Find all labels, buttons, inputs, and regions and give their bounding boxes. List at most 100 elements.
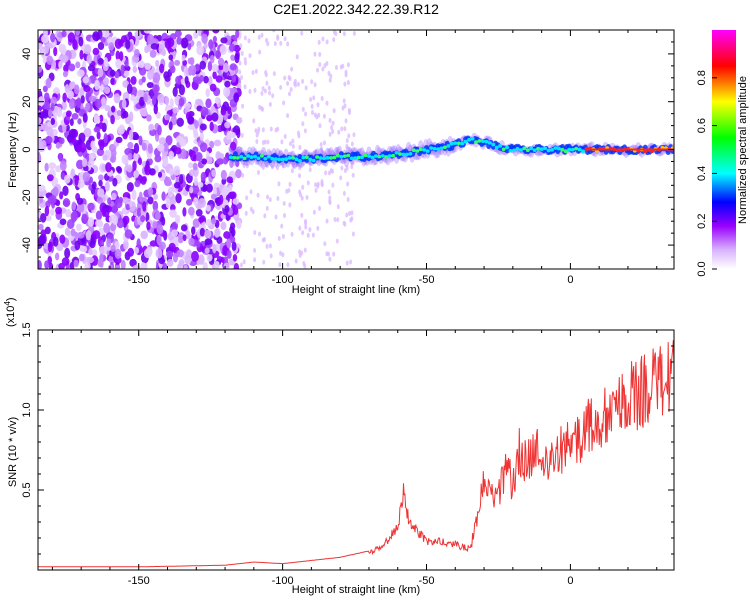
noise-blob — [152, 221, 158, 229]
noise-blob — [229, 63, 237, 71]
noise-blob — [168, 150, 175, 160]
noise-blob — [253, 87, 257, 93]
noise-blob — [117, 125, 125, 135]
noise-blob — [331, 120, 335, 126]
noise-blob — [78, 36, 84, 47]
noise-blob — [145, 212, 150, 223]
noise-blob — [212, 71, 217, 80]
noise-blob — [231, 241, 237, 251]
noise-blob — [279, 250, 283, 256]
noise-blob — [78, 253, 85, 262]
noise-blob — [194, 98, 203, 106]
x-tick-label: -150 — [128, 274, 150, 286]
noise-blob — [351, 172, 355, 178]
noise-blob — [134, 49, 140, 58]
noise-blob — [279, 40, 283, 46]
noise-blob — [345, 212, 349, 218]
noise-blob — [227, 184, 233, 194]
noise-blob — [169, 209, 177, 218]
noise-blob — [219, 44, 227, 55]
band-peak — [480, 139, 485, 143]
noise-blob — [149, 49, 157, 58]
noise-blob — [300, 30, 304, 36]
noise-blob — [91, 249, 98, 257]
noise-blob — [103, 222, 110, 234]
noise-blob — [199, 227, 206, 237]
band-peak — [349, 156, 354, 161]
noise-blob — [211, 169, 217, 178]
noise-blob — [69, 261, 75, 269]
band-peak — [270, 156, 275, 161]
noise-blob — [347, 133, 351, 139]
spectrogram-ylabel: Frequency (Hz) — [7, 112, 19, 188]
noise-blob — [350, 210, 354, 216]
noise-blob — [76, 197, 84, 205]
noise-blob — [316, 102, 320, 108]
noise-blob — [254, 68, 258, 74]
noise-blob — [212, 30, 220, 34]
noise-blob — [277, 181, 281, 187]
band-peak — [432, 146, 437, 151]
noise-blob — [49, 194, 57, 205]
noise-blob — [268, 90, 272, 96]
noise-blob — [114, 38, 123, 50]
noise-blob — [261, 140, 265, 146]
noise-blob — [217, 57, 225, 66]
noise-blob — [290, 231, 294, 237]
noise-blob — [38, 139, 44, 149]
noise-blob — [72, 39, 78, 50]
noise-blob — [39, 234, 46, 245]
snr-frame — [37, 329, 675, 571]
noise-blob — [107, 264, 114, 269]
x-tick-label: -50 — [419, 274, 435, 286]
noise-blob — [191, 226, 196, 235]
noise-blob — [122, 215, 130, 225]
band-peak — [356, 155, 361, 160]
noise-blob — [340, 126, 344, 132]
noise-blob — [79, 86, 85, 98]
noise-blob — [75, 61, 81, 69]
noise-blob — [97, 57, 104, 65]
band-peak — [370, 155, 375, 160]
noise-blob — [290, 168, 294, 174]
noise-blob — [272, 71, 276, 77]
noise-blob — [316, 225, 320, 231]
noise-blob — [224, 204, 230, 214]
noise-blob — [220, 169, 227, 180]
noise-blob — [351, 231, 355, 237]
noise-blob — [64, 227, 71, 236]
noise-blob — [164, 179, 173, 187]
noise-blob — [194, 152, 203, 162]
band-peak — [311, 158, 316, 163]
noise-blob — [168, 121, 173, 131]
noise-blob — [133, 169, 140, 178]
noise-blob — [257, 34, 261, 40]
noise-blob — [218, 194, 224, 205]
noise-blob — [273, 41, 277, 47]
noise-blob — [88, 95, 97, 103]
noise-blob — [98, 122, 104, 130]
noise-blob — [147, 143, 153, 154]
band-peak — [273, 157, 278, 161]
noise-blob — [157, 124, 162, 136]
noise-blob — [38, 260, 42, 269]
noise-blob — [110, 77, 115, 85]
noise-blob — [198, 216, 205, 223]
noise-blob — [222, 156, 229, 165]
noise-blob — [314, 182, 318, 188]
noise-blob — [176, 249, 184, 258]
noise-blob — [153, 104, 158, 115]
noise-blob — [295, 54, 299, 60]
noise-blob — [174, 59, 181, 66]
noise-blob — [58, 43, 67, 53]
noise-blob — [165, 197, 171, 209]
noise-blob — [288, 76, 292, 82]
band-peak — [456, 141, 461, 146]
colorbar-tick-label: 0.8 — [696, 70, 708, 85]
noise-blob — [55, 142, 61, 149]
noise-blob — [49, 208, 55, 216]
noise-blob — [346, 80, 350, 86]
noise-blob — [129, 111, 134, 122]
noise-blob — [209, 140, 215, 149]
noise-blob — [92, 230, 101, 240]
